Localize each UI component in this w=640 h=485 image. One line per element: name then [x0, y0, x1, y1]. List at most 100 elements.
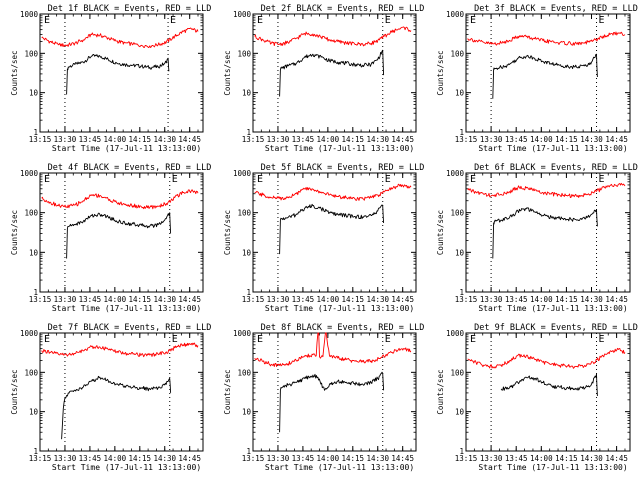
x-tick-label: 14:00 — [530, 295, 553, 304]
y-tick-label: 10 — [29, 248, 39, 257]
y-tick-label: 1000 — [233, 329, 252, 338]
start-marker-label: E — [470, 15, 476, 26]
y-tick-label: 10 — [455, 408, 465, 417]
x-tick-label: 14:30 — [153, 454, 176, 463]
time-marker-label: E — [172, 334, 178, 345]
start-marker-label: E — [44, 334, 50, 345]
x-tick-label: 13:15 — [242, 295, 265, 304]
y-tick-label: 1 — [459, 447, 464, 456]
lld-series-line — [41, 189, 199, 210]
y-tick-label: 1 — [459, 288, 464, 297]
lld-series-line — [41, 342, 199, 358]
events-series-line — [492, 207, 598, 259]
lld-series-line — [41, 27, 199, 48]
y-tick-label: 100 — [237, 49, 251, 58]
x-tick-label: 14:00 — [104, 454, 127, 463]
start-marker-label: E — [257, 334, 263, 345]
y-axis-label: Counts/sec — [10, 210, 19, 255]
x-tick-label: 14:45 — [605, 454, 628, 463]
plot-frame — [39, 332, 204, 452]
x-axis-label: Start Time (17-Jul-11 13:13:00) — [265, 304, 414, 313]
events-series-line — [279, 371, 385, 433]
panel-title: Det 1f BLACK = Events, RED = LLD — [48, 4, 212, 14]
y-tick-label: 1 — [33, 288, 38, 297]
panel-title: Det 8f BLACK = Events, RED = LLD — [261, 323, 425, 333]
x-tick-label: 13:30 — [54, 295, 77, 304]
panel-title: Det 4f BLACK = Events, RED = LLD — [48, 163, 212, 173]
lld-series-line — [467, 347, 626, 369]
y-tick-label: 1 — [246, 288, 251, 297]
x-tick-label: 14:45 — [391, 135, 414, 144]
x-axis-label: Start Time (17-Jul-11 13:13:00) — [478, 463, 627, 472]
plot-frame — [252, 332, 417, 452]
x-tick-label: 14:00 — [104, 295, 127, 304]
plot-frame — [252, 13, 417, 133]
time-marker-label: E — [599, 15, 605, 26]
y-tick-label: 1 — [33, 128, 38, 137]
x-tick-label: 14:30 — [580, 135, 603, 144]
y-axis-label: Counts/sec — [223, 369, 232, 414]
time-marker-label: E — [599, 174, 605, 185]
x-tick-label: 14:45 — [391, 454, 414, 463]
panel-det-7: Det 7f BLACK = Events, RED = LLD 1 10 100 10… — [10, 323, 211, 472]
x-tick-label: 14:30 — [580, 295, 603, 304]
x-tick-label: 13:30 — [267, 135, 290, 144]
x-tick-label: 13:30 — [480, 454, 503, 463]
y-tick-label: 1000 — [20, 169, 39, 178]
y-tick-label: 10 — [29, 408, 39, 417]
panel-det-4: Det 4f BLACK = Events, RED = LLD 1 10 100 10… — [10, 163, 211, 313]
y-tick-label: 1 — [246, 128, 251, 137]
panel-det-9: Det 9f BLACK = Events, RED = LLD 1 10 100 10… — [436, 323, 638, 472]
x-tick-label: 14:15 — [555, 454, 578, 463]
y-tick-label: 100 — [450, 209, 464, 218]
x-axis-label: Start Time (17-Jul-11 13:13:00) — [265, 463, 414, 472]
events-series-line — [61, 375, 172, 440]
x-axis-label: Start Time (17-Jul-11 13:13:00) — [52, 463, 201, 472]
x-tick-label: 14:45 — [605, 295, 628, 304]
panel-title: Det 6f BLACK = Events, RED = LLD — [474, 163, 638, 173]
y-tick-label: 1000 — [20, 329, 39, 338]
y-tick-label: 1000 — [446, 329, 465, 338]
x-tick-label: 14:45 — [178, 295, 201, 304]
x-tick-label: 13:30 — [480, 295, 503, 304]
start-marker-label: E — [44, 15, 50, 26]
x-tick-label: 13:45 — [79, 135, 102, 144]
events-series-line — [66, 212, 172, 259]
y-axis-label: Counts/sec — [436, 369, 445, 414]
lld-series-line — [254, 332, 412, 367]
plot-frame — [39, 13, 204, 133]
plot-frame — [465, 332, 631, 452]
y-tick-label: 1000 — [20, 10, 39, 19]
y-tick-label: 1000 — [446, 10, 465, 19]
x-tick-label: 14:30 — [366, 135, 389, 144]
x-tick-label: 13:45 — [292, 135, 315, 144]
events-series-line — [66, 53, 170, 95]
x-tick-label: 13:15 — [29, 454, 52, 463]
x-axis-label: Start Time (17-Jul-11 13:13:00) — [265, 144, 414, 153]
plot-frame — [39, 172, 204, 293]
x-tick-label: 13:15 — [455, 454, 478, 463]
x-axis-label: Start Time (17-Jul-11 13:13:00) — [52, 144, 201, 153]
panel-det-3: Det 3f BLACK = Events, RED = LLD 1 10 100 10… — [436, 4, 638, 153]
panel-title: Det 7f BLACK = Events, RED = LLD — [48, 323, 212, 333]
y-tick-label: 10 — [455, 248, 465, 257]
y-tick-label: 10 — [242, 248, 252, 257]
plot-frame — [465, 13, 631, 133]
panel-title: Det 9f BLACK = Events, RED = LLD — [474, 323, 638, 333]
x-tick-label: 13:30 — [54, 454, 77, 463]
x-tick-label: 13:15 — [242, 454, 265, 463]
x-tick-label: 14:45 — [178, 454, 201, 463]
lld-series-line — [467, 31, 626, 46]
x-tick-label: 14:15 — [129, 295, 152, 304]
lld-series-line — [467, 182, 626, 199]
start-marker-label: E — [470, 334, 476, 345]
lld-series-line — [254, 183, 412, 201]
events-series-line — [279, 203, 385, 255]
y-tick-label: 100 — [24, 49, 38, 58]
panel-det-5: Det 5f BLACK = Events, RED = LLD 1 10 100 10… — [223, 163, 424, 313]
x-tick-label: 13:45 — [505, 295, 528, 304]
x-tick-label: 13:15 — [29, 295, 52, 304]
start-marker-label: E — [470, 174, 476, 185]
plot-frame — [252, 172, 417, 293]
